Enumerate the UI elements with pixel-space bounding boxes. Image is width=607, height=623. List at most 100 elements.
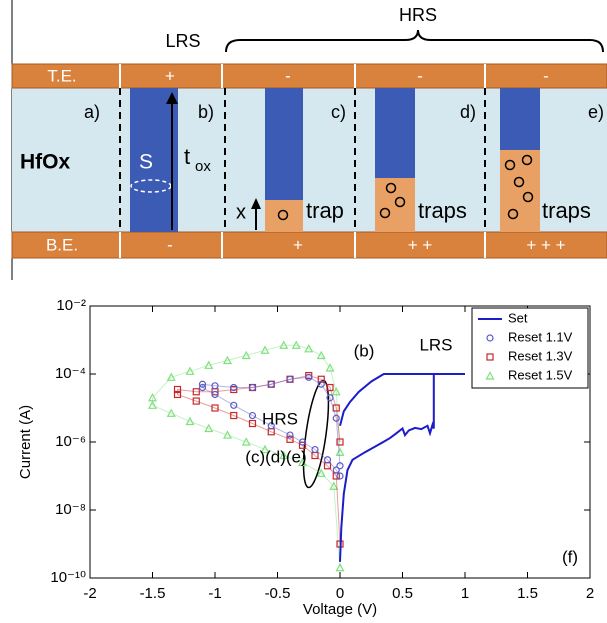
marker [204, 360, 214, 369]
traps [504, 154, 534, 220]
te-sign: - [285, 66, 291, 85]
marker [230, 383, 238, 392]
trap-label: traps [418, 198, 467, 223]
marker [185, 366, 195, 375]
legend-label: Reset 1.3V [508, 348, 573, 363]
marker [305, 373, 313, 381]
marker [486, 353, 494, 361]
thickness-label: t [184, 144, 190, 169]
marker [211, 382, 219, 390]
legend-label: Set [508, 310, 528, 325]
marker [230, 401, 238, 409]
marker [166, 372, 176, 381]
marker [211, 390, 219, 399]
marker [147, 400, 158, 409]
series-trace [202, 376, 341, 477]
trap-label: traps [542, 198, 591, 223]
filament [265, 88, 303, 200]
panel-label: a) [84, 102, 100, 122]
trap-region [500, 150, 540, 232]
y-tick-label: 10⁻⁸ [55, 501, 86, 518]
marker [332, 466, 340, 474]
marker [279, 340, 289, 349]
te-sign: - [543, 66, 549, 85]
marker [260, 345, 270, 354]
marker [248, 383, 257, 392]
arrow-head [251, 198, 261, 209]
marker [241, 437, 251, 446]
marker [248, 419, 257, 428]
x-tick-label: -1 [208, 585, 221, 602]
marker [286, 431, 294, 439]
marker [332, 414, 340, 422]
annotation: (b) [354, 341, 375, 360]
y-tick-label: 10⁻¹⁰ [50, 569, 86, 586]
arrow-head [166, 92, 178, 104]
hrs-ellipse [302, 379, 330, 489]
marker [166, 408, 176, 417]
annotation: (c)(d)(e) [245, 447, 306, 466]
marker [185, 416, 195, 426]
marker [297, 457, 308, 467]
oxide-label: HfOx [20, 151, 70, 174]
panel-label: b) [198, 102, 214, 122]
y-tick-label: 10⁻² [56, 297, 86, 314]
x-tick-label: 2 [586, 585, 594, 602]
legend: Set Reset 1.1V Reset 1.3V Reset 1.5V [471, 307, 589, 389]
series-line [339, 373, 465, 562]
marker [198, 383, 207, 392]
annotation: HRS [262, 409, 298, 428]
panel-label: d) [460, 102, 476, 122]
marker [316, 350, 326, 360]
marker [336, 472, 344, 480]
marker [331, 387, 341, 396]
marker [241, 350, 251, 360]
cell-separators [119, 88, 486, 232]
be-sign: + + + [526, 235, 565, 254]
bottom-electrode [11, 231, 607, 259]
be-sign: + [293, 235, 303, 254]
marker [336, 462, 344, 470]
marker [316, 468, 326, 477]
marker [267, 422, 275, 430]
marker [291, 340, 301, 349]
trap-label: trap [306, 198, 344, 223]
marker [286, 435, 294, 443]
marker [230, 411, 238, 420]
marker [485, 371, 495, 380]
marker [335, 447, 345, 456]
marker [198, 380, 207, 388]
panel-label: c) [331, 102, 346, 122]
marker [317, 380, 325, 388]
legend-label: Reset 1.5V [508, 367, 573, 382]
trap-region [265, 200, 303, 232]
x-tick-label: -1.5 [140, 585, 166, 602]
x-label: x [236, 201, 246, 223]
marker [332, 404, 340, 412]
x-tick-label: -2 [83, 585, 96, 602]
marker [260, 444, 270, 454]
be-sign: - [167, 235, 173, 254]
x-tick-label: -0.5 [265, 585, 291, 602]
marker [325, 363, 335, 372]
x-axis-title: Voltage (V) [303, 601, 377, 618]
x-tick-label: 1.5 [517, 585, 538, 602]
marker [192, 388, 200, 396]
marker [267, 380, 275, 388]
marker [204, 423, 214, 433]
x-tick-label: 0 [336, 585, 344, 602]
marker [304, 344, 314, 353]
annotation: LRS [419, 335, 452, 354]
te-sign: - [417, 66, 423, 85]
marker [323, 456, 332, 464]
filament [375, 88, 415, 178]
hrs-label: HRS [399, 5, 437, 25]
y-axis-title: Current (A) [17, 405, 34, 479]
marker [279, 450, 289, 460]
x-tick-label: 0.5 [392, 585, 413, 602]
marker [317, 375, 325, 383]
y-tick-label: 10⁻⁶ [55, 433, 86, 450]
marker [486, 334, 494, 342]
